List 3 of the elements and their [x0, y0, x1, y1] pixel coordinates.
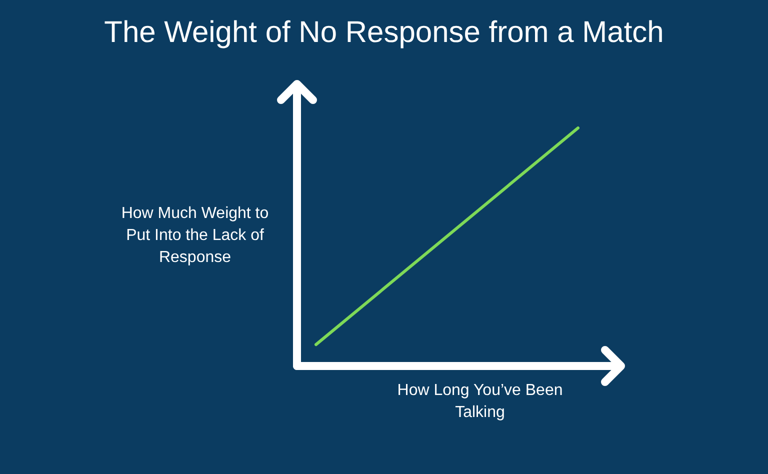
y-axis-title: How Much Weight to Put Into the Lack of Response — [120, 204, 270, 268]
x-axis-title: How Long You’ve Been Talking — [396, 381, 564, 423]
chart-title: The Weight of No Response from a Match — [103, 16, 665, 50]
